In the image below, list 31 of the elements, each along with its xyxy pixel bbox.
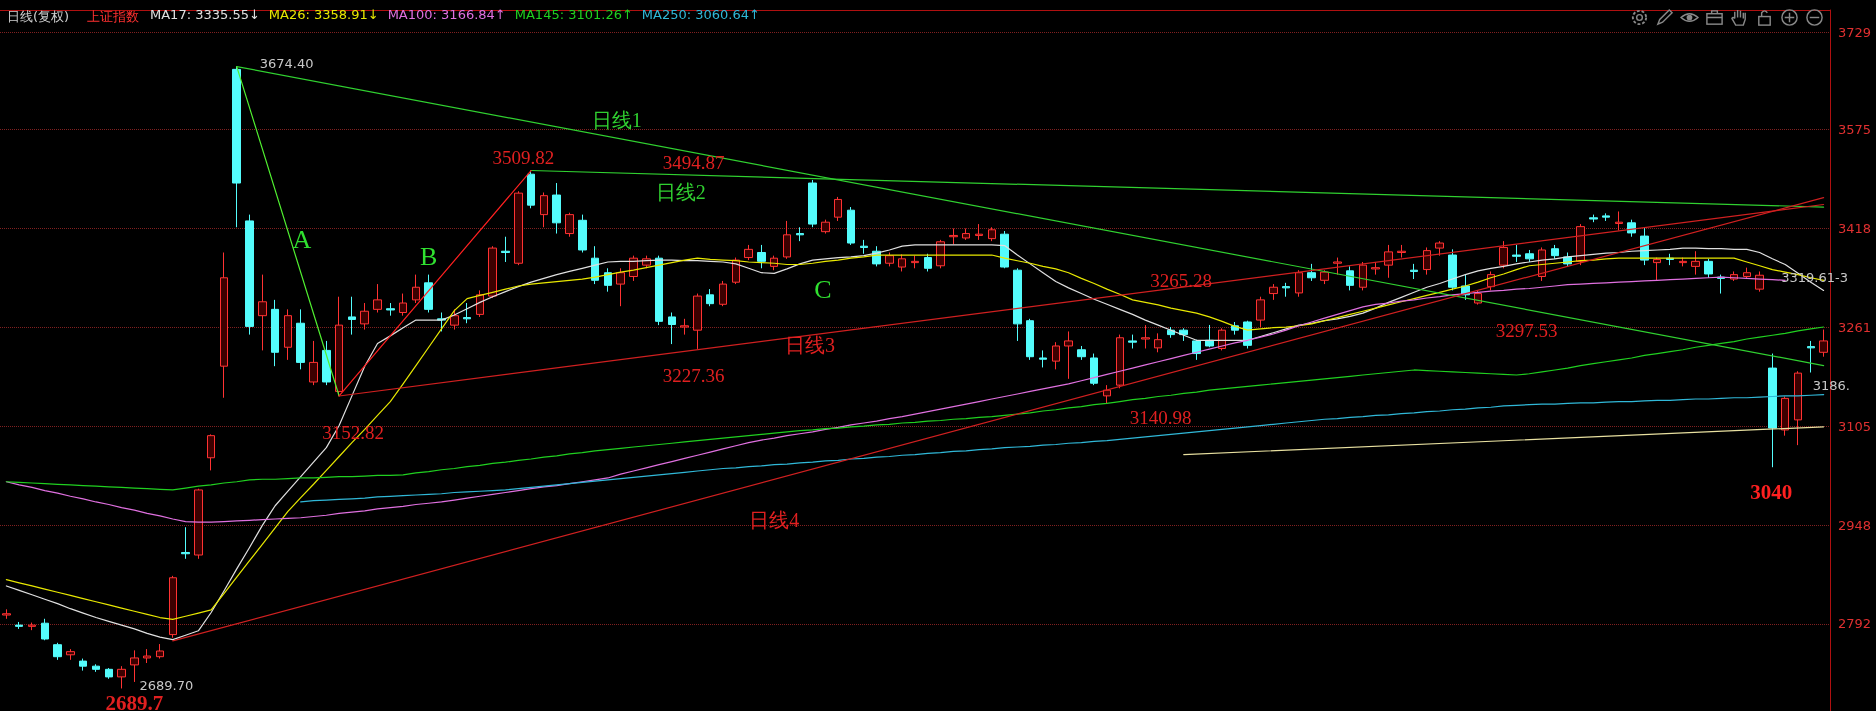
- chart-subtitle: 上证指数: [87, 9, 139, 24]
- y-tick-label: 2948: [1838, 517, 1872, 533]
- y-tick-label: 3418: [1838, 221, 1872, 237]
- text: MA100: 3166.84↑: [387, 7, 506, 22]
- annotation: 3227.36: [662, 364, 725, 386]
- annotation: 3265.28: [1150, 269, 1213, 291]
- y-tick-label: 3261: [1838, 320, 1872, 336]
- annotation: C: [814, 275, 832, 305]
- annotation: 3140.98: [1129, 407, 1192, 429]
- annotation: 日线2: [655, 180, 706, 203]
- text: MA17: 3335.55↓: [150, 7, 260, 22]
- annotation: 2689.70: [139, 677, 194, 693]
- annotation: 3509.82: [492, 146, 555, 168]
- annotation: 3674.40: [259, 55, 314, 71]
- chart-title: 日线(复权): [7, 9, 70, 24]
- text: MA26: 3358.91↓: [268, 7, 379, 22]
- y-tick-label: 3729: [1838, 24, 1872, 40]
- y-tick-label: 3105: [1838, 418, 1872, 434]
- annotation: B: [420, 242, 438, 272]
- text: MA250: 3060.64↑: [641, 7, 760, 22]
- y-tick-label: 3575: [1838, 121, 1872, 137]
- annotation: 日线3: [785, 333, 836, 356]
- annotation: 3040: [1750, 480, 1793, 505]
- annotation: 日线1: [591, 108, 642, 131]
- annotation: 日线4: [749, 509, 800, 532]
- text: MA145: 3101.26↑: [514, 7, 633, 22]
- y-tick-label: 2792: [1838, 616, 1872, 632]
- annotation: A: [292, 225, 312, 255]
- annotation: 3297.53: [1495, 319, 1558, 341]
- annotation: 2689.7: [105, 691, 164, 711]
- annotation: 3494.87: [662, 151, 725, 173]
